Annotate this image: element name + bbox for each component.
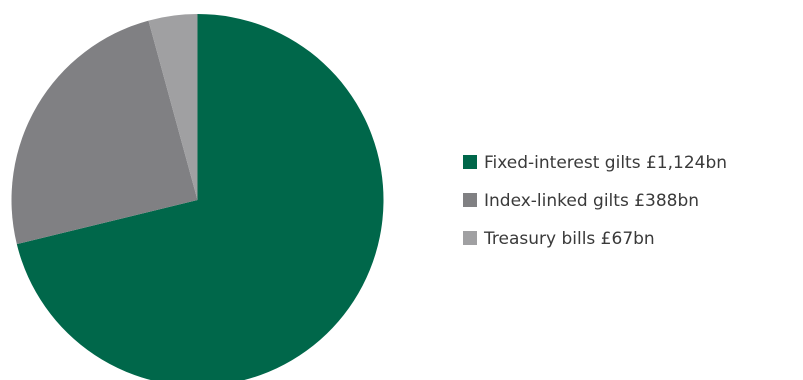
legend-swatch-1 [463,193,477,207]
pie-slices [11,14,384,380]
legend-swatch-0 [463,155,477,169]
legend-label-0: Fixed-interest gilts £1,124bn [484,153,727,173]
legend: Fixed-interest gilts £1,124bn Index-linke… [463,153,727,249]
legend-label-1: Index-linked gilts £388bn [484,191,699,211]
pie-slice-2 [148,14,198,200]
legend-label-2: Treasury bills £67bn [483,229,655,249]
pie-slice-0 [16,14,384,380]
legend-swatch-2 [463,231,477,245]
pie-slice-1 [11,20,198,245]
